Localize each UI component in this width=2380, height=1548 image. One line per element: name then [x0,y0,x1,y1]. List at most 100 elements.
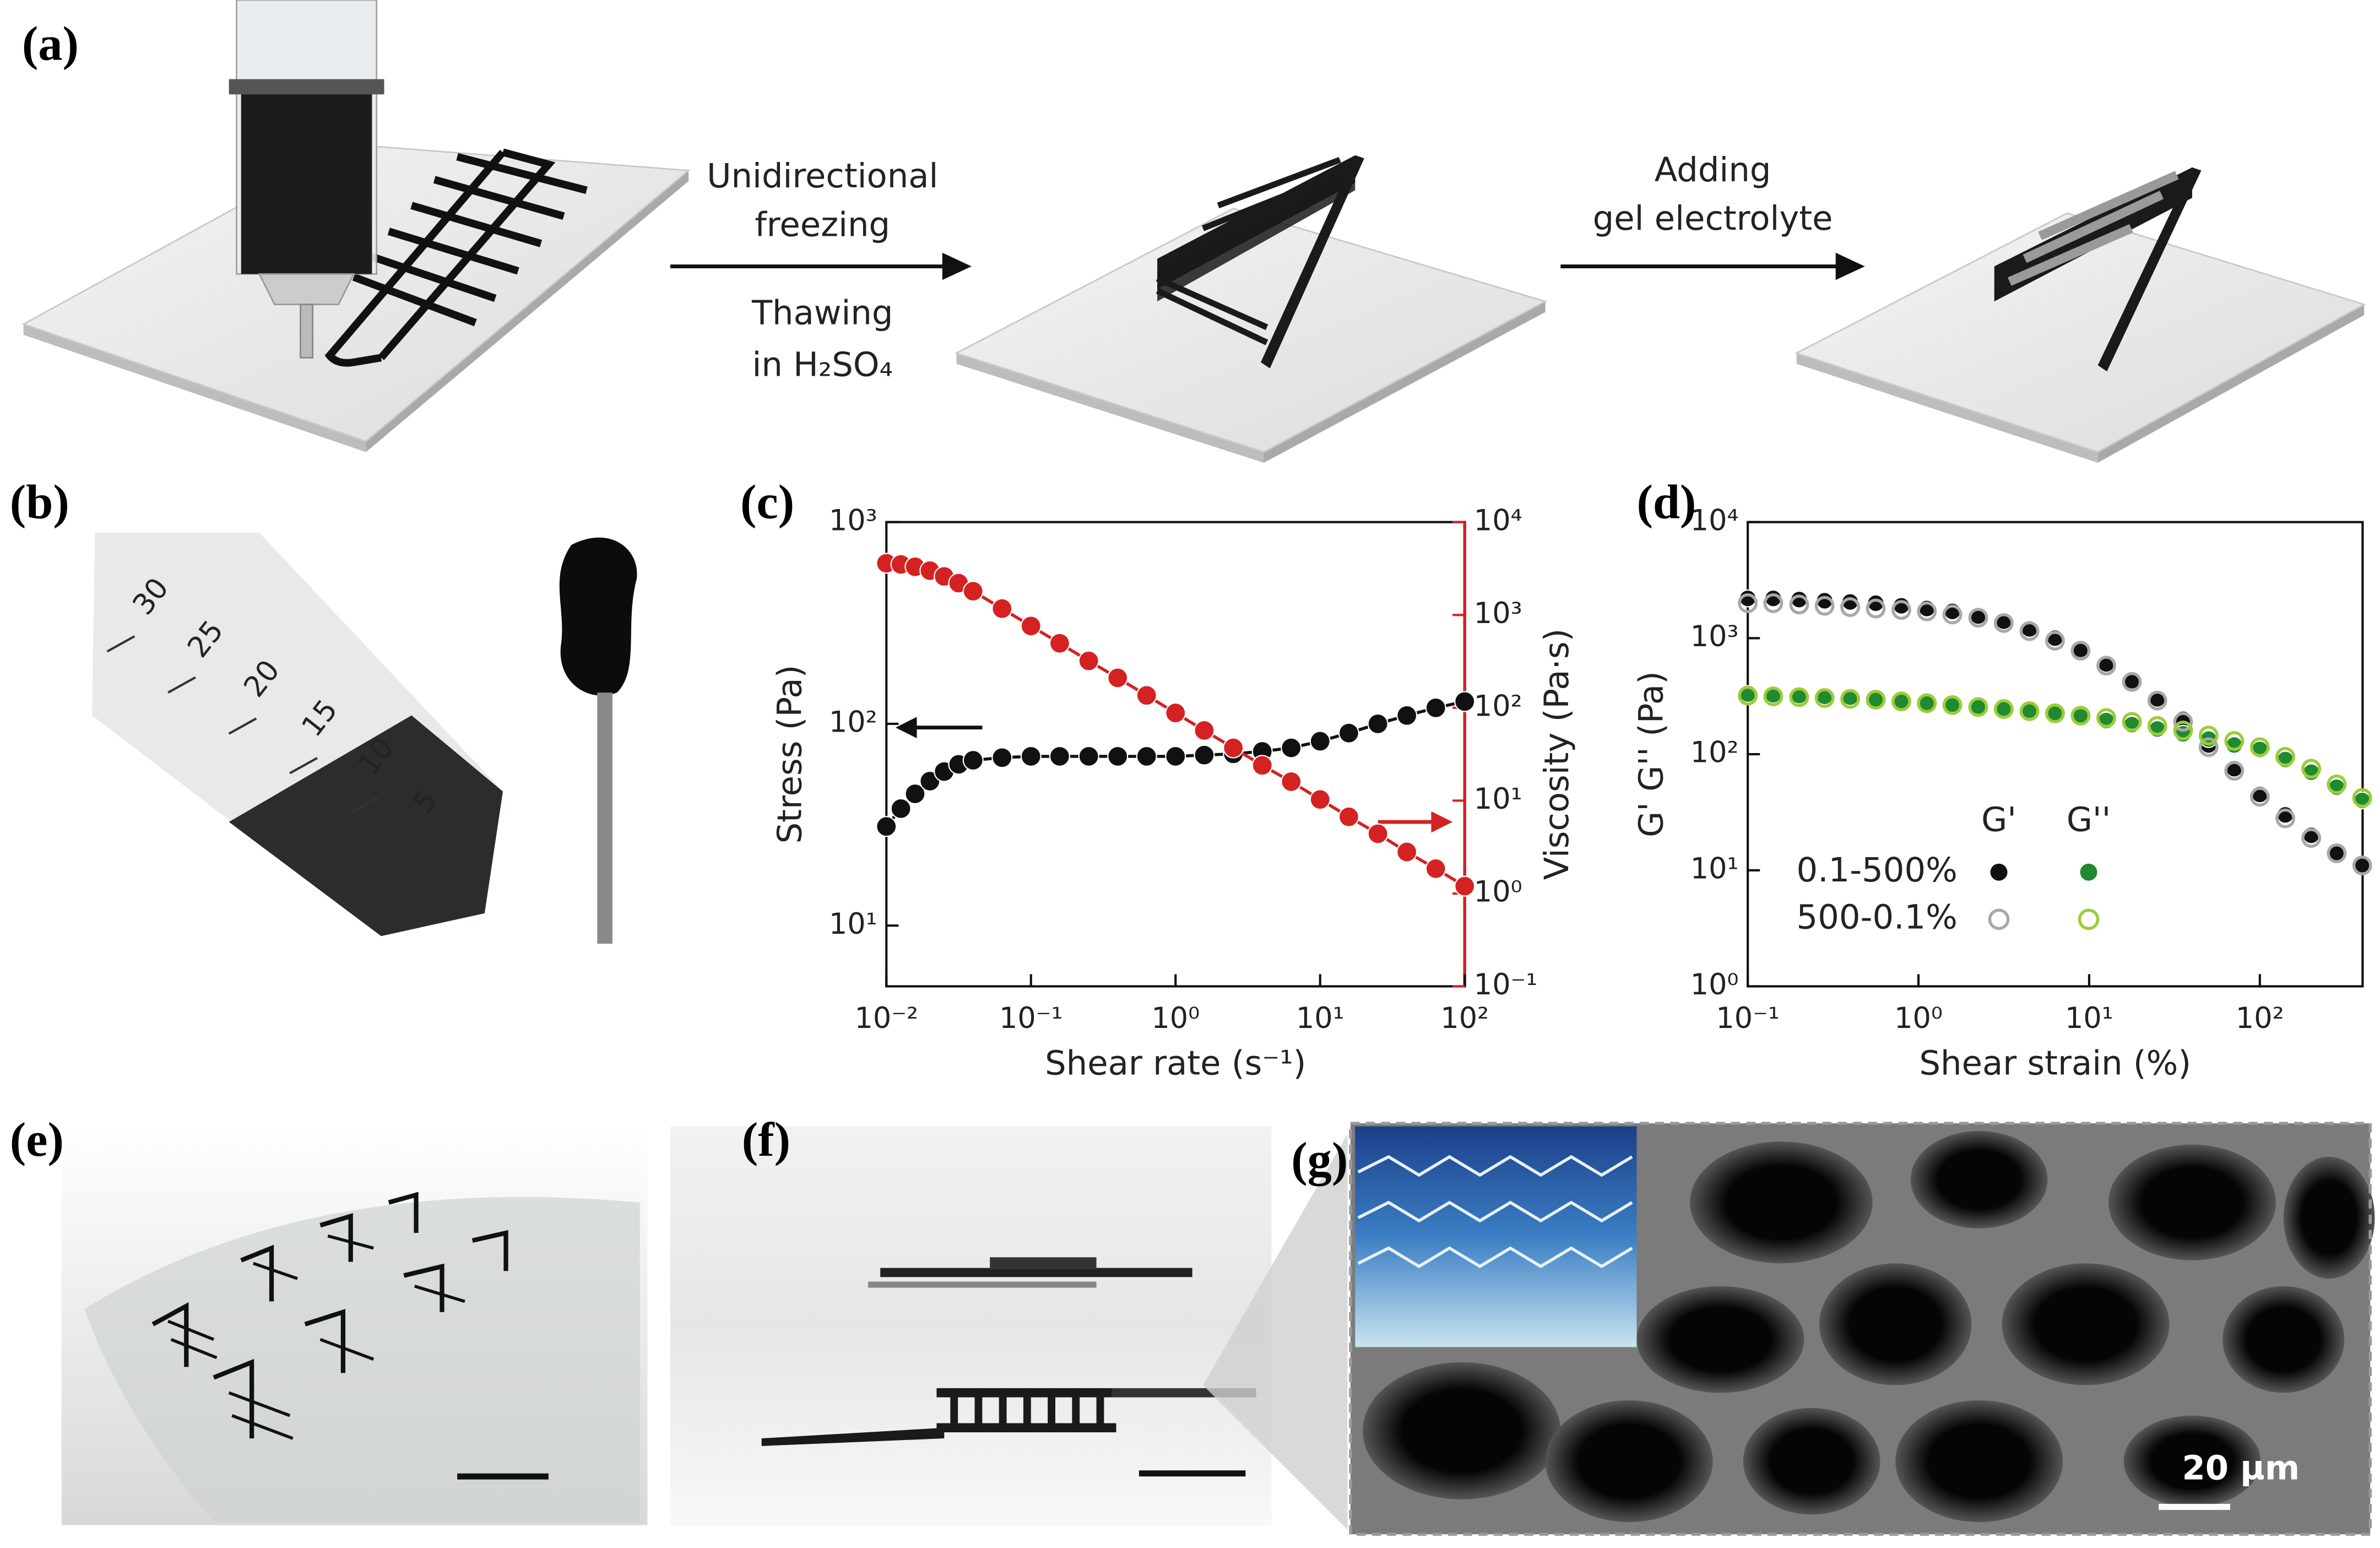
x-axis-label: Shear rate (s⁻¹) [1045,1044,1306,1083]
zoom-callout [1202,1134,1348,1530]
panel-b-photo [91,533,637,944]
data-point [2147,690,2167,711]
y-tick-label: 10¹ [1690,852,1739,885]
y2-tick-label: 10⁻¹ [1474,968,1538,1002]
data-point [2275,746,2296,767]
y-tick-label: 10¹ [829,907,877,941]
data-point [2301,828,2322,848]
step-label: gel electrolyte [1593,199,1833,238]
data-point [1454,691,1476,712]
data-point [1866,598,1886,619]
data-point [1396,841,1418,863]
data-point [1968,608,1988,628]
panel-label: (e) [10,1113,64,1167]
legend-marker [2079,862,2099,882]
data-point [1789,594,1809,615]
data-point [2173,712,2193,732]
data-point [1891,600,1911,620]
step-label: in H₂SO₄ [752,345,893,384]
data-point [1309,789,1331,810]
y2-tick-label: 10³ [1474,597,1522,630]
data-point [1165,702,1186,724]
data-point [1136,685,1157,706]
data-point [2352,856,2372,876]
data-point [1917,693,1937,713]
data-point [1020,745,1042,767]
panel-label: (d) [1636,475,1696,529]
data-point [991,598,1013,619]
y-tick-label: 10² [1690,736,1739,770]
data-point [1763,686,1783,707]
data-point [2249,737,2270,757]
x-tick-label: 10¹ [1296,1002,1344,1035]
data-point [2045,703,2065,723]
data-point [2122,672,2142,692]
data-point [1194,719,1215,741]
data-point [2224,731,2245,751]
data-point [1078,650,1099,672]
x-tick-label: 10⁰ [1894,1002,1943,1035]
data-point [1763,593,1783,613]
step-label: Unidirectional [707,157,938,196]
y-tick-label: 10³ [1690,620,1739,653]
data-point [2096,708,2117,728]
panel-g-sem [1349,1122,2375,1536]
data-point [2224,761,2245,781]
y-axis-label: G' G'' (Pa) [1632,671,1671,837]
data-point [1814,596,1835,616]
data-point [2173,721,2193,741]
step-label: freezing [755,205,890,244]
y-tick-label: 10³ [829,504,877,537]
y-tick-label: 10⁴ [1690,504,1739,537]
data-point [1396,705,1418,726]
data-point [1194,744,1215,766]
x-axis-label: Shear strain (%) [1919,1044,2191,1083]
data-point [1993,613,2014,633]
data-point [1281,771,1302,793]
data-point [1107,667,1129,689]
data-point [2327,774,2347,794]
data-point [2198,726,2219,746]
data-point [1993,699,2014,719]
data-point [2147,716,2167,736]
x-tick-label: 10⁰ [1151,1002,1200,1035]
data-point [1020,615,1042,637]
data-point [1968,697,1988,717]
data-point [1942,695,1962,715]
data-point [962,749,984,771]
y-axis-label: Stress (Pa) [771,665,810,844]
data-point [962,581,984,602]
step-label: Adding [1655,151,1771,190]
panel-label: (g) [1291,1133,1348,1187]
legend-marker [2078,908,2100,930]
x-tick-label: 10⁻² [855,1002,919,1035]
panel-label: (f) [742,1113,790,1167]
data-point [1223,737,1244,759]
scale-label: 20 µm [2182,1449,2300,1488]
panel-f-photo [670,1126,1272,1525]
data-point [2070,706,2091,726]
data-point [2275,808,2296,829]
data-point [1738,685,1758,706]
y2-tick-label: 10⁰ [1474,875,1522,909]
data-point [1251,755,1273,776]
x-tick-label: 10⁻¹ [1716,1002,1780,1035]
y2-axis-label: Viscosity (Pa·s) [1538,629,1576,880]
data-point [1309,730,1331,752]
data-point [1454,875,1476,897]
step-label: Thawing [751,294,893,333]
data-point [1425,697,1446,719]
data-point [2122,712,2142,732]
data-point [890,798,912,819]
data-point [2301,759,2322,779]
data-point [1425,858,1446,879]
y-tick-label: 10² [829,706,877,739]
data-point [1891,691,1911,712]
annotation-arrow [895,717,1453,833]
x-tick-label: 10¹ [2065,1002,2113,1035]
data-point [1738,593,1758,613]
data-point [1136,745,1157,767]
panel-e-photo [61,1126,648,1525]
data-point [904,783,926,805]
